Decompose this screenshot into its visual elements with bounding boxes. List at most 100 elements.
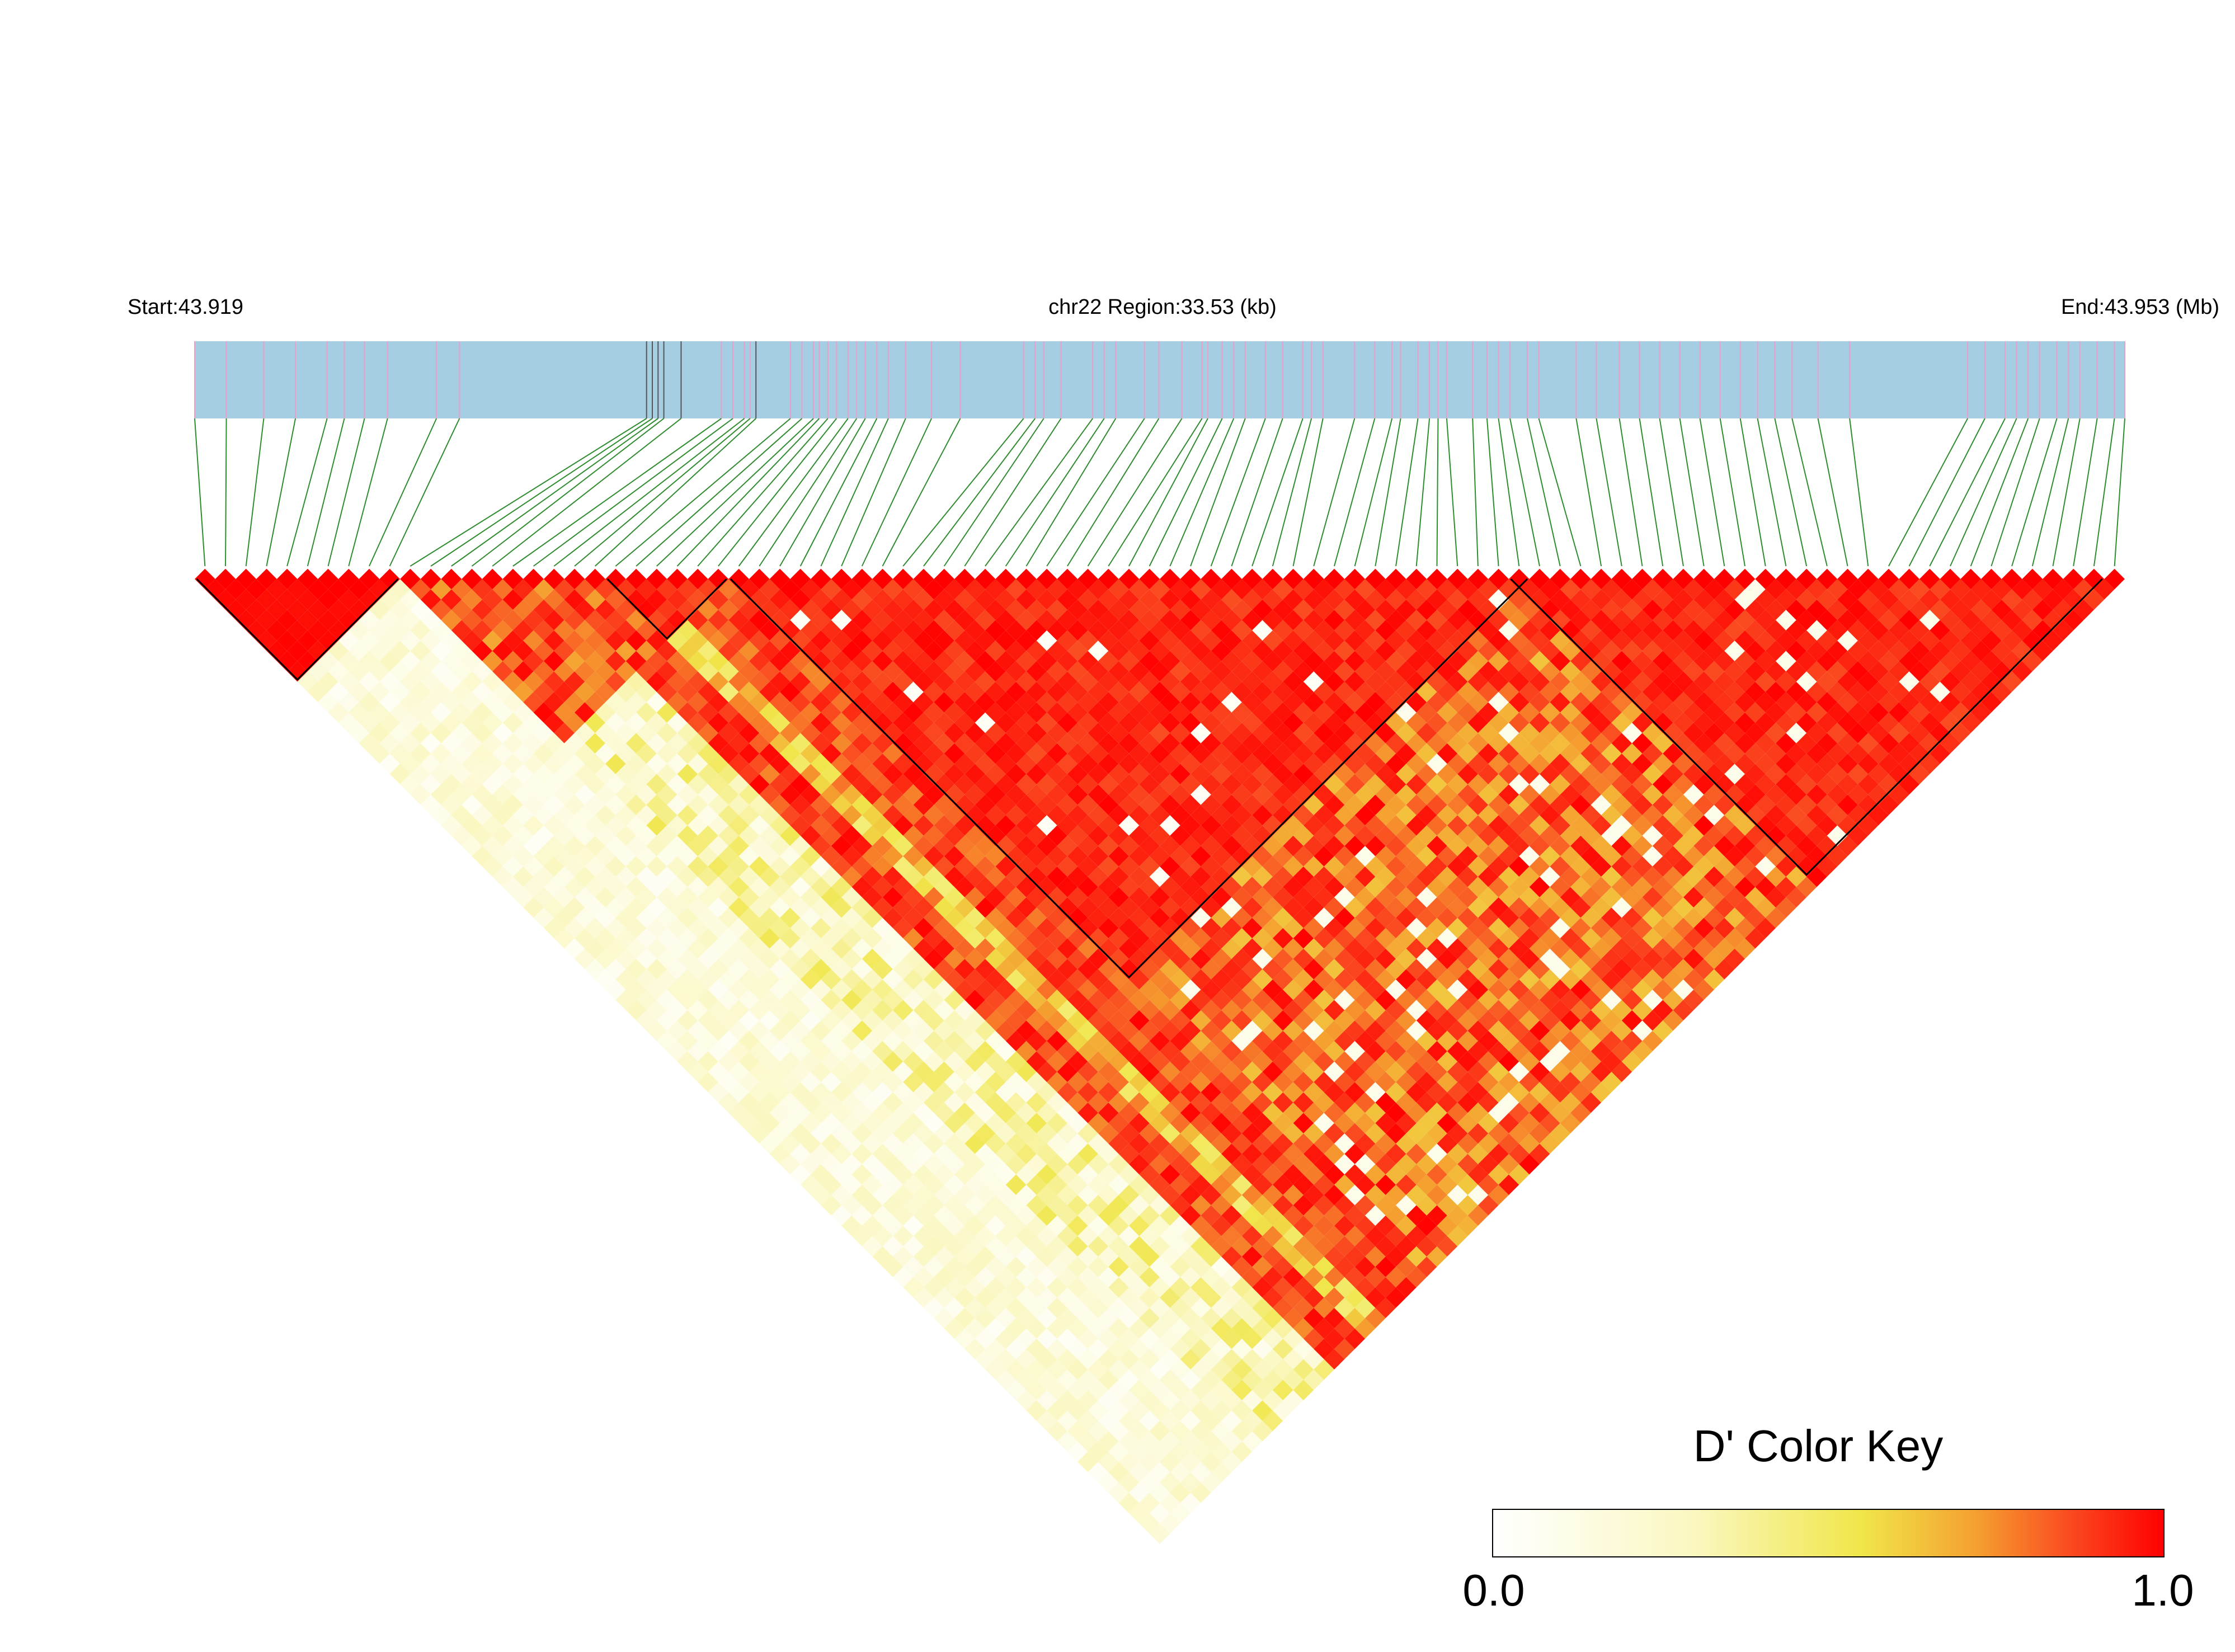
ld-cell (328, 620, 349, 641)
ld-cell (1262, 1000, 1283, 1021)
snp-connector (820, 418, 889, 567)
ld-cell (389, 620, 411, 641)
ld-cell (718, 948, 739, 969)
ld-diagonal-cell (195, 568, 215, 590)
ld-cell (1262, 1041, 1283, 1062)
ld-diagonal-cell (1878, 568, 1899, 590)
ld-diagonal-cell (687, 568, 708, 590)
ld-diagonal-cell (2083, 568, 2105, 590)
ld-cell (1508, 630, 1530, 651)
ld-cell (964, 990, 986, 1010)
ld-cell (512, 722, 534, 743)
ld-diagonal-cell (708, 568, 729, 590)
ld-diagonal-cell (811, 568, 831, 590)
snp-connector (799, 418, 878, 567)
ld-diagonal-cell (2001, 568, 2022, 590)
ld-cell (1088, 1051, 1109, 1072)
ld-diagonal-cell (1303, 568, 1324, 590)
ld-diagonal-cell (1262, 568, 1283, 590)
snp-connector (902, 418, 1024, 567)
ld-cell (1088, 804, 1109, 826)
ld-diagonal-cell (441, 568, 462, 590)
ld-block-outline (606, 578, 727, 640)
ld-cell (1088, 1400, 1109, 1421)
ld-cell (964, 1318, 986, 1339)
ld-diagonal-cell (2022, 568, 2043, 590)
ld-diagonal-cell (646, 568, 667, 590)
ld-cell (1088, 1030, 1109, 1052)
ld-cell (1508, 1000, 1530, 1021)
ld-cell (605, 610, 626, 630)
snp-connector (1486, 418, 1499, 567)
ld-cell (718, 846, 739, 867)
ld-cell (512, 702, 534, 723)
ld-cell (389, 599, 411, 620)
ld-cell (512, 784, 534, 805)
ld-cell (841, 1215, 862, 1236)
ld-diagonal-cell (338, 568, 359, 590)
ld-cell (1508, 815, 1530, 836)
ld-cell (256, 610, 277, 630)
ld-cell-group (195, 568, 2125, 1544)
ld-cell (1088, 1380, 1109, 1401)
ld-diagonal-cell (256, 568, 277, 590)
ld-cell (1088, 1277, 1109, 1298)
snp-connector (430, 418, 653, 567)
ld-diagonal-cell (1406, 568, 1427, 590)
ld-cell (718, 743, 739, 764)
ld-diagonal-cell (462, 568, 482, 590)
snp-connector (1679, 418, 1705, 567)
ld-cell (1262, 897, 1283, 918)
ld-cell (1745, 599, 1766, 620)
ld-cell (1088, 990, 1109, 1010)
snp-connector (1817, 418, 1848, 567)
ld-cell (1745, 866, 1766, 887)
ld-diagonal-cell (482, 568, 503, 590)
ld-cell (1673, 1000, 1694, 1021)
ld-cell (1262, 856, 1283, 877)
ld-cell (512, 743, 534, 764)
ld-diagonal-cell (1447, 568, 1468, 590)
ld-cell (1262, 917, 1283, 939)
ld-cell (1745, 887, 1766, 908)
ld-cell (1745, 681, 1766, 703)
ld-cell (605, 794, 626, 816)
ld-diagonal-cell (749, 568, 770, 590)
ld-cell (964, 948, 986, 969)
ld-cell (1088, 928, 1109, 949)
ld-cell (841, 1051, 862, 1072)
snp-connector (1908, 418, 1985, 567)
snp-connector (964, 418, 1062, 567)
ld-cell (512, 599, 534, 620)
ld-diagonal-cell (1776, 568, 1796, 590)
ld-block-outline (1510, 578, 2103, 876)
ld-cell (1508, 712, 1530, 733)
ld-cell (841, 620, 862, 641)
ld-cell (718, 620, 739, 641)
ld-cell (1088, 784, 1109, 805)
ld-cell (718, 928, 739, 949)
snp-connector (2093, 418, 2115, 567)
ld-cell (1088, 743, 1109, 764)
ld-cell (451, 743, 472, 764)
ld-cell (512, 681, 534, 703)
ld-cell (964, 599, 986, 620)
ld-cell (1262, 733, 1283, 754)
ld-cell (1508, 1082, 1530, 1103)
ld-cell (389, 743, 411, 764)
ld-cell (1262, 753, 1283, 774)
snp-connector (1991, 418, 2040, 567)
ld-cell (718, 1051, 739, 1072)
ld-cell (1262, 1102, 1283, 1123)
ld-cell (451, 784, 472, 805)
ld-cell (328, 599, 349, 620)
snp-connector (1087, 418, 1183, 567)
ld-cell (841, 990, 862, 1010)
ld-cell (964, 907, 986, 928)
ld-diagonal-cell (400, 568, 421, 590)
ld-cell (718, 866, 739, 887)
ld-diagonal-cell (1036, 568, 1057, 590)
ld-cell (1262, 589, 1283, 610)
ld-cell (1745, 764, 1766, 785)
ld-cell (964, 764, 986, 785)
